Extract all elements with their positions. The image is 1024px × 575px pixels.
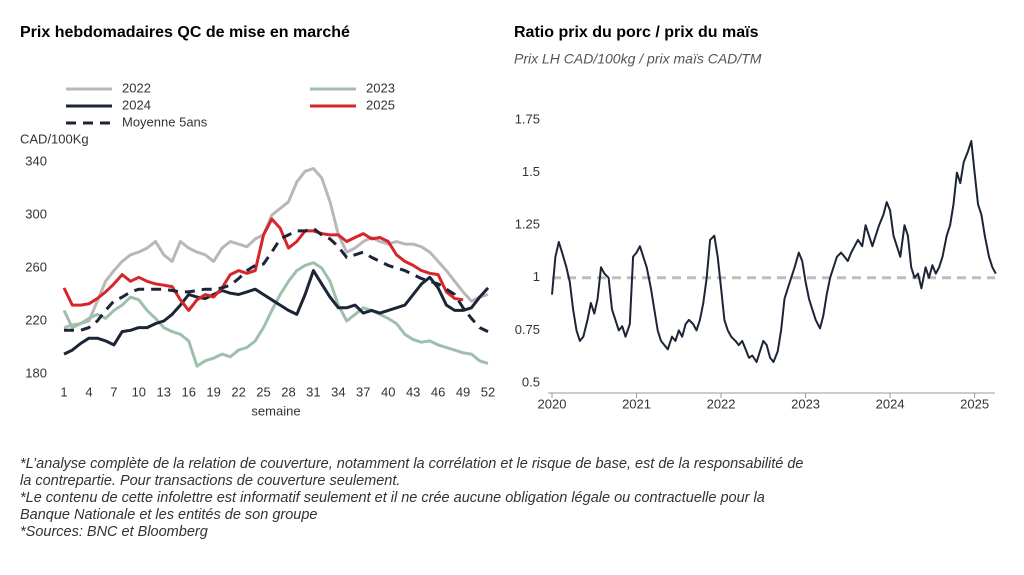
legend-label: 2024 (122, 97, 151, 112)
legend-label: Moyenne 5ans (122, 114, 208, 129)
x-tick-label: 2021 (622, 396, 651, 411)
legend-label: 2022 (122, 80, 151, 95)
x-tick-label: 16 (181, 384, 195, 399)
x-tick-label: 10 (132, 384, 146, 399)
x-tick-label: 31 (306, 384, 320, 399)
x-tick-label: 2023 (791, 396, 820, 411)
y-tick-label: 1.25 (515, 217, 540, 232)
x-tick-label: 28 (281, 384, 295, 399)
y-axis-label: CAD/100Kg (20, 131, 89, 146)
x-tick-label: 7 (110, 384, 117, 399)
y-tick-label: 0.5 (522, 374, 540, 389)
y-tick-label: 260 (25, 259, 47, 274)
y-tick-label: 1.5 (522, 164, 540, 179)
x-tick-label: 34 (331, 384, 345, 399)
x-tick-label: 2020 (538, 396, 567, 411)
footnotes: *L’analyse complète de la relation de co… (20, 456, 810, 541)
line (63, 167, 489, 330)
legend-label: 2025 (366, 97, 395, 112)
x-tick-label: 46 (431, 384, 445, 399)
x-tick-label: 1 (60, 384, 67, 399)
footnote: *L’analyse complète de la relation de co… (20, 456, 804, 489)
x-tick-label: 4 (85, 384, 92, 399)
line (64, 226, 489, 333)
y-tick-label: 0.75 (515, 322, 540, 337)
x-tick-label: 25 (256, 384, 270, 399)
chart-subtitle: Prix LH CAD/100kg / prix maïs CAD/TM (514, 51, 762, 67)
x-tick-label: 22 (231, 384, 245, 399)
y-tick-label: 1.75 (515, 111, 540, 126)
x-tick-label: 49 (456, 384, 470, 399)
y-tick-label: 180 (25, 365, 47, 380)
footnote: *Sources: BNC et Bloomberg (20, 524, 208, 540)
x-tick-label: 40 (381, 384, 395, 399)
x-tick-label: 13 (157, 384, 171, 399)
line (62, 217, 464, 312)
x-axis-label: semaine (251, 403, 300, 418)
y-tick-label: 1 (533, 269, 540, 284)
x-tick-label: 19 (206, 384, 220, 399)
chart-title: Prix hebdomadaires QC de mise en marché (20, 24, 350, 41)
line (63, 269, 490, 356)
x-tick-label: 37 (356, 384, 370, 399)
y-tick-label: 220 (25, 312, 47, 327)
x-tick-label: 52 (481, 384, 495, 399)
footnote: *Le contenu de cette infolettre est info… (20, 490, 765, 523)
x-tick-label: 2022 (707, 396, 736, 411)
x-tick-label: 43 (406, 384, 420, 399)
y-tick-label: 300 (25, 206, 47, 221)
x-tick-label: 2024 (876, 396, 905, 411)
x-tick-label: 2025 (960, 396, 989, 411)
line (551, 140, 997, 363)
legend-label: 2023 (366, 80, 395, 95)
charts: Prix hebdomadaires QC de mise en marché … (20, 24, 997, 418)
y-tick-label: 340 (25, 153, 47, 168)
chart-title: Ratio prix du porc / prix du maïs (514, 24, 759, 41)
